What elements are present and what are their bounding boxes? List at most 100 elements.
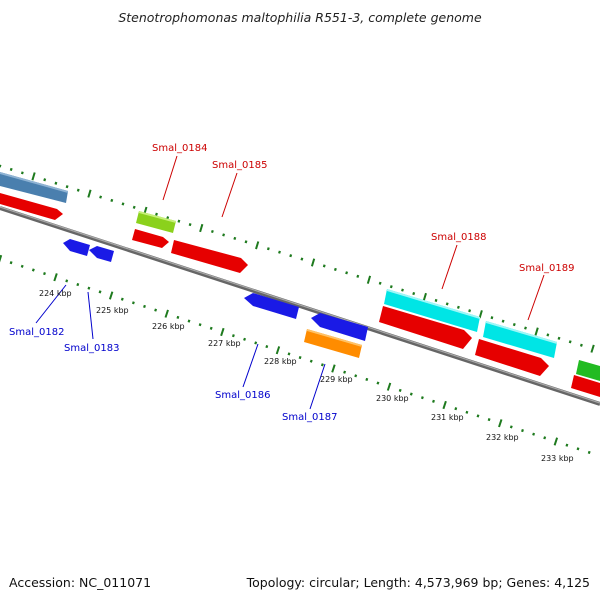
outer-tick-mark bbox=[345, 271, 349, 275]
outer-tick-mark bbox=[356, 274, 360, 278]
leader-smal-0187 bbox=[309, 363, 326, 410]
genome-summary-text: Topology: circular; Length: 4,573,969 bp… bbox=[246, 575, 590, 590]
inner-tick-mark bbox=[331, 364, 336, 373]
outer-tick-mark bbox=[322, 264, 326, 268]
leader-smal-0188 bbox=[441, 244, 458, 290]
inner-tick-mark bbox=[309, 359, 313, 363]
inner-tick-mark bbox=[209, 326, 213, 330]
inner-tick-mark bbox=[187, 319, 191, 323]
outer-tick-mark bbox=[568, 340, 572, 344]
gene-feature-red-0184[interactable] bbox=[132, 229, 169, 248]
outer-tick-mark bbox=[233, 236, 237, 240]
inner-tick-mark bbox=[243, 337, 247, 341]
leader-smal-0189 bbox=[527, 274, 545, 321]
gene-feature-smal-0189-top bbox=[486, 321, 557, 344]
gene-feature-smal-0182[interactable] bbox=[63, 239, 90, 256]
inner-tick-mark bbox=[543, 436, 547, 440]
kbp-label: 226 kbp bbox=[152, 322, 185, 331]
gene-feature-smal-0185[interactable] bbox=[171, 240, 248, 273]
inner-tick-mark bbox=[154, 308, 158, 312]
outer-tick-mark bbox=[289, 254, 293, 258]
gene-label-smal-0187[interactable]: Smal_0187 bbox=[282, 412, 337, 423]
genome-backbone-highlight bbox=[0, 206, 600, 404]
gene-label-smal-0186[interactable]: Smal_0186 bbox=[215, 390, 270, 401]
gene-feature-green-right[interactable] bbox=[576, 360, 600, 381]
gene-feature-smal-0183[interactable] bbox=[89, 246, 114, 262]
gene-feature-smal-0184[interactable] bbox=[136, 211, 176, 233]
inner-tick-mark bbox=[432, 399, 435, 403]
gene-feature-red-0189[interactable] bbox=[475, 339, 549, 376]
label-leader-lines bbox=[35, 155, 545, 410]
kbp-label: 232 kbp bbox=[486, 433, 519, 442]
inner-tick-mark bbox=[398, 388, 402, 392]
inner-tick-mark bbox=[65, 279, 69, 283]
inner-tick-mark bbox=[442, 400, 447, 410]
gene-label-smal-0185[interactable]: Smal_0185 bbox=[212, 160, 267, 171]
inner-tick-mark bbox=[164, 309, 169, 318]
inner-tick-mark bbox=[476, 414, 480, 418]
gene-feature-smal-0186[interactable] bbox=[244, 293, 299, 319]
kbp-label: 230 kbp bbox=[376, 394, 409, 403]
inner-tick-mark bbox=[231, 334, 235, 338]
gene-feature-red-0188[interactable] bbox=[379, 306, 472, 349]
gene-label-smal-0188[interactable]: Smal_0188 bbox=[431, 232, 486, 243]
outer-tick-mark bbox=[468, 309, 472, 313]
outer-tick-mark bbox=[422, 292, 427, 302]
leader-smal-0186 bbox=[242, 343, 259, 388]
inner-tick-mark bbox=[287, 352, 291, 356]
outer-tick-mark bbox=[87, 189, 92, 198]
outer-tick-mark bbox=[43, 178, 47, 182]
inner-tick-mark bbox=[98, 290, 102, 294]
gene-feature-blue-2[interactable] bbox=[311, 313, 368, 341]
inner-tick-mark bbox=[9, 261, 13, 265]
gene-label-smal-0183[interactable]: Smal_0183 bbox=[64, 343, 119, 354]
inner-tick-mark bbox=[498, 419, 503, 428]
inner-tick-mark bbox=[265, 345, 269, 349]
inner-tick-mark bbox=[298, 355, 302, 360]
kbp-scale-labels: 224 kbp 225 kbp 226 kbp 227 kbp 228 kbp … bbox=[39, 289, 574, 463]
inner-tick-mark bbox=[53, 273, 58, 282]
inner-tick-mark bbox=[20, 264, 24, 268]
outer-tick-mark bbox=[155, 212, 158, 216]
inner-tick-mark bbox=[275, 346, 281, 355]
inner-tick-mark bbox=[587, 450, 591, 455]
inner-tick-mark bbox=[521, 428, 524, 433]
leader-smal-0184 bbox=[162, 155, 178, 201]
inner-tick-mark bbox=[409, 392, 413, 396]
outer-tick-mark bbox=[199, 223, 204, 233]
gene-label-smal-0184[interactable]: Smal_0184 bbox=[152, 143, 207, 154]
gene-feature-smal-0188-top bbox=[387, 289, 480, 319]
inner-tick-mark bbox=[354, 374, 358, 378]
outer-tick-mark bbox=[99, 195, 103, 199]
gene-feature-smal-0188[interactable] bbox=[384, 289, 480, 332]
outer-tick-mark bbox=[445, 302, 449, 306]
inner-tick-mark bbox=[254, 341, 258, 345]
outer-tick-mark bbox=[300, 257, 304, 261]
kbp-label: 224 kbp bbox=[39, 289, 72, 298]
outer-tick-mark bbox=[524, 326, 527, 330]
outer-tick-mark bbox=[222, 233, 226, 237]
gene-feature-smal-0187[interactable] bbox=[304, 329, 362, 358]
inner-tick-mark bbox=[320, 363, 324, 367]
gene-label-smal-0189[interactable]: Smal_0189 bbox=[519, 263, 574, 274]
gene-feature-red-right[interactable] bbox=[571, 375, 600, 397]
outer-tick-mark bbox=[31, 172, 36, 181]
inner-tick-mark bbox=[176, 315, 180, 319]
outer-tick-mark bbox=[590, 344, 595, 353]
outer-tick-mark bbox=[54, 181, 58, 185]
gene-feature-steelblue[interactable] bbox=[0, 172, 68, 203]
gene-feature-smal-0189[interactable] bbox=[483, 321, 557, 358]
inner-tick-mark bbox=[131, 301, 135, 305]
kbp-label: 228 kbp bbox=[264, 357, 297, 366]
inner-tick-mark bbox=[532, 432, 536, 436]
outer-tick-mark bbox=[534, 327, 539, 336]
gene-label-smal-0182[interactable]: Smal_0182 bbox=[9, 327, 64, 338]
gene-feature-red-left[interactable] bbox=[0, 193, 63, 220]
map-title: Stenotrophomonas maltophilia R551-3, com… bbox=[118, 10, 482, 25]
inner-tick-mark bbox=[465, 410, 469, 414]
outer-tick-mark bbox=[401, 288, 404, 292]
outer-tick-mark bbox=[121, 202, 125, 206]
outer-tick-mark bbox=[76, 188, 80, 192]
accession-text: Accession: NC_011071 bbox=[9, 575, 152, 590]
